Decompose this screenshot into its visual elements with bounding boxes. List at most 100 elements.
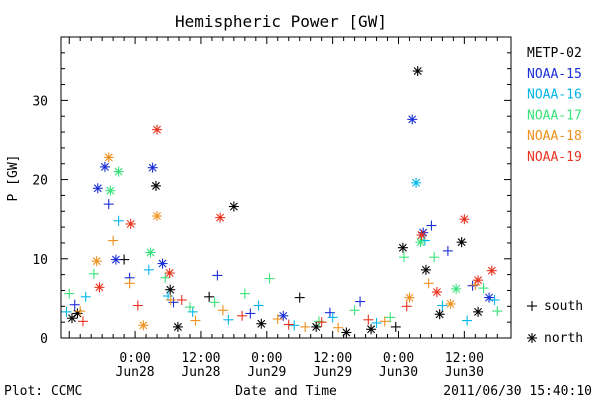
y-tick-label: 20 (32, 174, 48, 189)
x-tick-time-label: 0:00 (383, 351, 414, 366)
data-point (264, 273, 275, 284)
data-point (94, 282, 105, 293)
data-point (456, 237, 467, 248)
data-points (61, 66, 503, 338)
data-point (327, 312, 338, 323)
data-point (113, 166, 124, 177)
x-tick-time-label: 0:00 (251, 351, 282, 366)
x-tick-time-label: 12:00 (445, 351, 484, 366)
data-point (209, 297, 220, 308)
y-axis-label: P [GW] (6, 155, 21, 202)
data-point (390, 321, 401, 332)
data-point (165, 284, 176, 295)
data-point (217, 305, 228, 316)
legend-series-label: NOAA-16 (527, 88, 582, 103)
data-point (492, 306, 503, 317)
footer-plot-credit: Plot: CCMC (4, 384, 82, 399)
x-tick-date-label: Jun30 (445, 365, 484, 380)
data-point (489, 294, 500, 305)
data-point (152, 211, 163, 222)
data-point (125, 218, 136, 229)
series-noaa-16 (61, 177, 500, 331)
data-point (445, 298, 456, 309)
data-point (152, 124, 163, 135)
data-point (75, 306, 86, 317)
data-point (99, 161, 110, 172)
footer-timestamp: 2011/06/30 15:40:10 (443, 384, 592, 399)
x-tick-date-label: Jun28 (181, 365, 220, 380)
data-point (300, 321, 311, 332)
data-point (176, 294, 187, 305)
data-point (379, 316, 390, 327)
data-point (311, 321, 322, 332)
data-point (172, 321, 183, 332)
data-point (103, 152, 114, 163)
legend-marker-label: north (544, 331, 583, 346)
legend-series-label: NOAA-15 (527, 67, 582, 82)
data-point (478, 283, 489, 294)
data-point (164, 268, 175, 279)
data-point (470, 279, 481, 290)
data-point (103, 199, 114, 210)
data-point (333, 322, 344, 333)
data-point (147, 162, 158, 173)
legend-series-label: NOAA-17 (527, 108, 582, 123)
data-point (223, 314, 234, 325)
x-axis-label: Date and Time (235, 384, 337, 399)
series-noaa-19 (77, 124, 497, 330)
y-tick-label: 0 (40, 332, 48, 347)
data-point (486, 265, 497, 276)
asterisk-marker-icon (527, 333, 537, 343)
x-tick-time-label: 12:00 (313, 351, 352, 366)
data-point (411, 177, 422, 188)
data-point (72, 308, 83, 319)
data-point (385, 312, 396, 323)
data-point (401, 301, 412, 312)
data-point (324, 307, 335, 318)
data-point (88, 268, 99, 279)
data-point (212, 270, 223, 281)
data-point (420, 264, 431, 275)
data-point (64, 288, 75, 299)
plot-frame (60, 36, 512, 339)
data-point (462, 315, 473, 326)
legend-series-label: METP-02 (527, 46, 582, 61)
series-metp-02 (66, 66, 484, 338)
x-tick-time-label: 12:00 (181, 351, 220, 366)
data-point (228, 201, 239, 212)
legend: METP-02 NOAA-15 NOAA-16 NOAA-17 NOAA-18 NOAA-… (527, 46, 583, 346)
data-point (363, 314, 374, 325)
data-point (451, 283, 462, 294)
data-point (313, 316, 324, 327)
data-point (168, 297, 179, 308)
y-tick-label: 30 (32, 94, 48, 109)
data-point (91, 256, 102, 267)
y-axis: 0 10 20 30 (32, 36, 511, 347)
data-point (415, 237, 426, 248)
data-point (165, 294, 176, 305)
data-point (473, 306, 484, 317)
data-point (124, 278, 135, 289)
legend-series-label: NOAA-18 (527, 129, 582, 144)
x-axis: 0:00Jun2812:00Jun280:00Jun2912:00Jun290:… (68, 37, 498, 380)
data-point (473, 275, 484, 286)
data-point (412, 66, 423, 77)
data-point (92, 183, 103, 194)
series-noaa-15 (69, 114, 495, 321)
data-point (484, 292, 495, 303)
data-point (429, 252, 440, 263)
data-point (110, 254, 121, 265)
data-point (371, 317, 382, 328)
data-point (108, 235, 119, 246)
legend-marker-label: south (544, 299, 583, 314)
x-tick-date-label: Jun28 (116, 365, 155, 380)
chart-title: Hemispheric Power [GW] (175, 12, 387, 31)
data-point (157, 258, 168, 269)
data-point (431, 287, 442, 298)
data-point (423, 278, 434, 289)
data-point (283, 319, 294, 330)
data-point (434, 309, 445, 320)
x-tick-time-label: 0:00 (119, 351, 150, 366)
data-point (316, 317, 327, 328)
